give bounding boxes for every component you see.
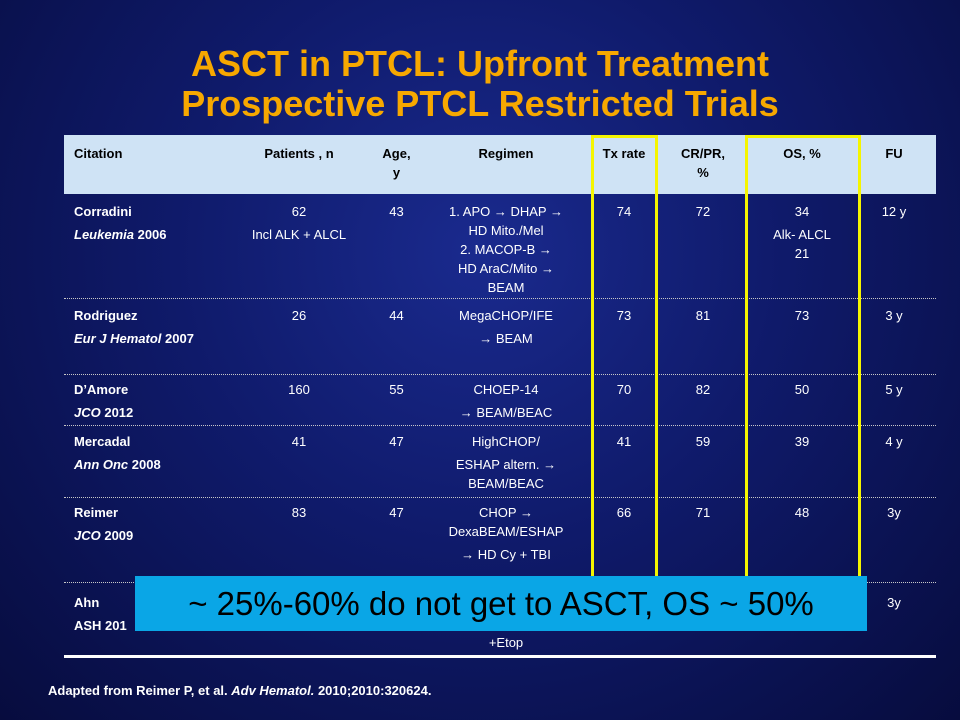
age-cell: 47 [389,505,404,520]
citation-cell: Ahn ASH 201 [74,595,127,633]
callout-box: ~ 25%-60% do not get to ASCT, OS ~ 50% [135,576,867,631]
regimen-cell: +Etop [488,635,524,650]
table-header: Citation Patients , n Age, y Regimen Tx r… [64,135,936,194]
slide-title-line1: ASCT in PTCL: Upfront Treatment [191,43,769,84]
citation-cell: Reimer JCO 2009 [74,505,134,543]
tx-rate-cell: 41 [616,434,632,449]
header-fu: FU [885,146,903,161]
os-cell: 73 [794,308,810,323]
citation-cell: Mercadal Ann Onc 2008 [74,434,161,472]
patients-cell: 160 [288,382,310,397]
os-cell: 39 [794,434,810,449]
fu-cell: 3y [887,595,901,610]
header-patients: Patients , n [264,146,334,161]
row-divider [64,497,936,498]
patients-cell: 62 Incl ALK + ALCL [251,204,347,242]
crpr-cell: 72 [695,204,711,219]
crpr-cell: 82 [695,382,711,397]
age-cell: 55 [389,382,404,397]
os-cell: 50 [794,382,810,397]
age-cell: 47 [389,434,404,449]
regimen-cell: CHOP → DexaBEAM/ESHAP → HD Cy + TBI [448,505,564,562]
header-cr-pr: CR/PR,% [680,146,726,180]
tx-rate-cell: 66 [616,505,632,520]
row-divider [64,298,936,299]
header-regimen: Regimen [478,146,534,161]
fu-cell: 4 y [885,434,903,449]
table-bottom-border [64,655,936,658]
slide-title-line2: Prospective PTCL Restricted Trials [181,83,779,124]
citation-cell: Corradini Leukemia 2006 [74,204,167,242]
row-divider [64,425,936,426]
regimen-cell: CHOEP-14 → BEAM/BEAC [459,382,553,420]
header-citation: Citation [74,146,123,161]
crpr-cell: 59 [695,434,711,449]
citation-cell: D’Amore JCO 2012 [74,382,134,420]
crpr-cell: 71 [695,505,711,520]
patients-cell: 83 [291,505,307,520]
fu-cell: 3 y [885,308,903,323]
patients-cell: 41 [291,434,307,449]
patients-cell: 26 [291,308,307,323]
tx-rate-cell: 74 [616,204,632,219]
highlight-os-column [745,135,861,580]
highlight-tx-rate-column [591,135,658,580]
header-tx-rate: Tx rate [602,146,646,161]
age-cell: 43 [389,204,404,219]
os-cell: 34 Alk- ALCL 21 [773,204,831,261]
tx-rate-cell: 70 [616,382,632,397]
fu-cell: 5 y [885,382,903,397]
regimen-cell: MegaCHOP/IFE → BEAM [459,308,553,346]
fu-cell: 12 y [881,204,907,219]
row-divider [64,374,936,375]
citation-cell: Rodriguez Eur J Hematol 2007 [74,308,194,346]
regimen-cell: 1. APO → DHAP → HD Mito./Mel 2. MACOP-B → H… [449,204,563,295]
header-os: OS, % [783,146,821,161]
fu-cell: 3y [887,505,901,520]
footer-citation: Adapted from Reimer P, et al. Adv Hemato… [48,683,432,698]
regimen-cell: HighCHOP/ESHAP altern. → BEAM/BEAC [455,434,557,491]
tx-rate-cell: 73 [616,308,632,323]
os-cell: 48 [794,505,810,520]
age-cell: 44 [389,308,404,323]
header-age: Age, y [382,146,411,180]
crpr-cell: 81 [695,308,711,323]
